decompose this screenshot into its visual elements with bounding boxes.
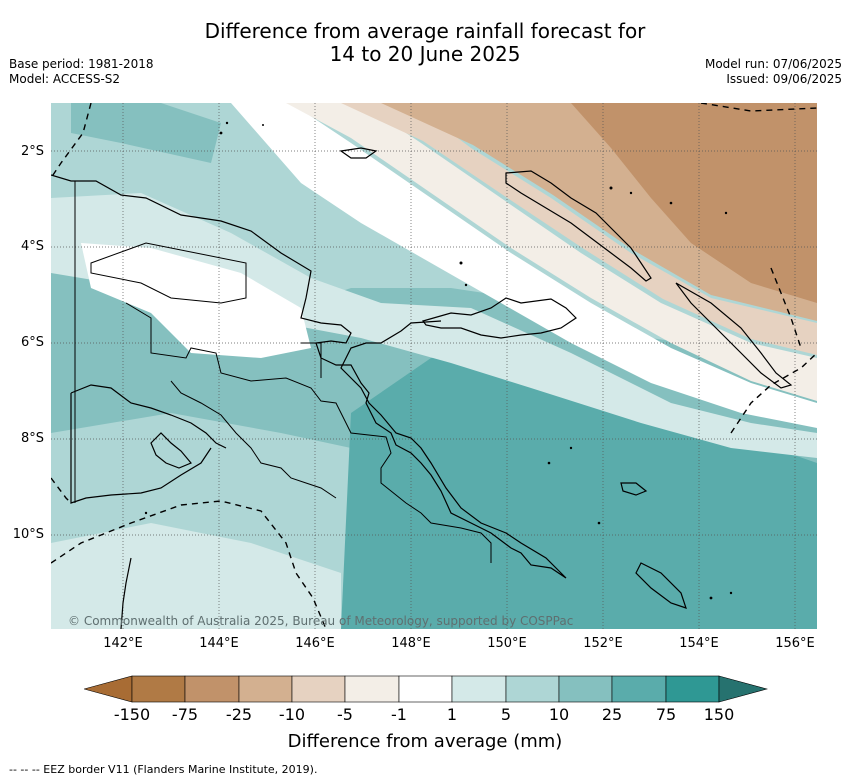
coastlines bbox=[51, 147, 793, 629]
colorbar-tick-minus-5: -5 bbox=[337, 705, 353, 724]
colorbar-tick-minus-25: -25 bbox=[225, 705, 253, 724]
dry-25-75-zone bbox=[571, 103, 817, 303]
colorbar-bin-6 bbox=[398, 675, 453, 703]
dry-1-5-band bbox=[286, 103, 817, 401]
base-period: Base period: 1981-2018 bbox=[9, 57, 154, 71]
colorbar-tick-5: 5 bbox=[500, 705, 512, 724]
wet-1-5-band bbox=[51, 193, 817, 458]
colorbar-tick-25: 25 bbox=[601, 705, 623, 724]
lat-label-2s: 2°S bbox=[20, 144, 44, 159]
colorbar-tick-minus-1: -1 bbox=[391, 705, 407, 724]
rainfall-map bbox=[51, 103, 817, 629]
neutral-band bbox=[231, 103, 817, 428]
map-title: Difference from average rainfall forecas… bbox=[0, 20, 850, 66]
colorbar-bin-3 bbox=[238, 675, 293, 703]
lat-label-10s: 10°S bbox=[12, 527, 44, 542]
colorbar-extend-wet bbox=[718, 675, 769, 703]
colorbar-title: Difference from average (mm) bbox=[287, 731, 563, 752]
lat-label-8s: 8°S bbox=[20, 431, 44, 446]
copyright-notice: © Commonwealth of Australia 2025, Bureau… bbox=[68, 614, 574, 628]
eez-legend: -- -- -- EEZ border V11 (Flanders Marine… bbox=[9, 763, 318, 776]
meta-left: Base period: 1981-2018 Model: ACCESS-S2 bbox=[9, 57, 154, 87]
colorbar-bin-11 bbox=[665, 675, 720, 703]
colorbar-tick-1: 1 bbox=[446, 705, 458, 724]
lat-label-6s: 6°S bbox=[20, 335, 44, 350]
colorbar-svg bbox=[82, 675, 769, 703]
island-dots bbox=[144, 121, 733, 600]
colorbar-bin-5 bbox=[344, 675, 400, 703]
boundaries bbox=[74, 181, 492, 563]
colorbar-tick-150: 150 bbox=[703, 705, 735, 724]
lon-label-152e: 152°E bbox=[583, 636, 623, 651]
map-canvas bbox=[51, 103, 817, 629]
lon-label-150e: 150°E bbox=[487, 636, 527, 651]
colorbar-bin-7 bbox=[451, 675, 507, 703]
colorbar-tick-minus-75: -75 bbox=[171, 705, 199, 724]
graticule bbox=[51, 103, 817, 629]
colorbar-bin-2 bbox=[184, 675, 240, 703]
lon-label-156e: 156°E bbox=[775, 636, 815, 651]
title-line-1: Difference from average rainfall forecas… bbox=[204, 19, 646, 43]
lon-label-142e: 142°E bbox=[103, 636, 143, 651]
title-line-2: 14 to 20 June 2025 bbox=[329, 42, 521, 66]
meta-right: Model run: 07/06/2025 Issued: 09/06/2025 bbox=[705, 57, 842, 87]
colorbar-bin-4 bbox=[291, 675, 346, 703]
colorbar-extend-dry bbox=[82, 675, 133, 703]
lat-label-4s: 4°S bbox=[20, 239, 44, 254]
eez-borders bbox=[51, 103, 817, 629]
colorbar bbox=[82, 675, 769, 707]
colorbar-bin-8 bbox=[505, 675, 560, 703]
colorbar-bin-9 bbox=[558, 675, 613, 703]
colorbar-bin-1 bbox=[131, 675, 186, 703]
model-run: Model run: 07/06/2025 bbox=[704, 57, 842, 71]
colorbar-tick-75: 75 bbox=[655, 705, 677, 724]
colorbar-tick-minus-10: -10 bbox=[278, 705, 306, 724]
wet-10-25-north bbox=[71, 103, 221, 163]
colorbar-bin-10 bbox=[611, 675, 667, 703]
model-name: Model: ACCESS-S2 bbox=[9, 72, 121, 86]
issued-date: Issued: 09/06/2025 bbox=[726, 72, 842, 86]
lon-label-144e: 144°E bbox=[199, 636, 239, 651]
colorbar-tick-10: 10 bbox=[548, 705, 570, 724]
lon-label-146e: 146°E bbox=[295, 636, 335, 651]
lon-label-148e: 148°E bbox=[391, 636, 431, 651]
lon-label-154e: 154°E bbox=[679, 636, 719, 651]
colorbar-tick-minus-150: -150 bbox=[113, 705, 151, 724]
